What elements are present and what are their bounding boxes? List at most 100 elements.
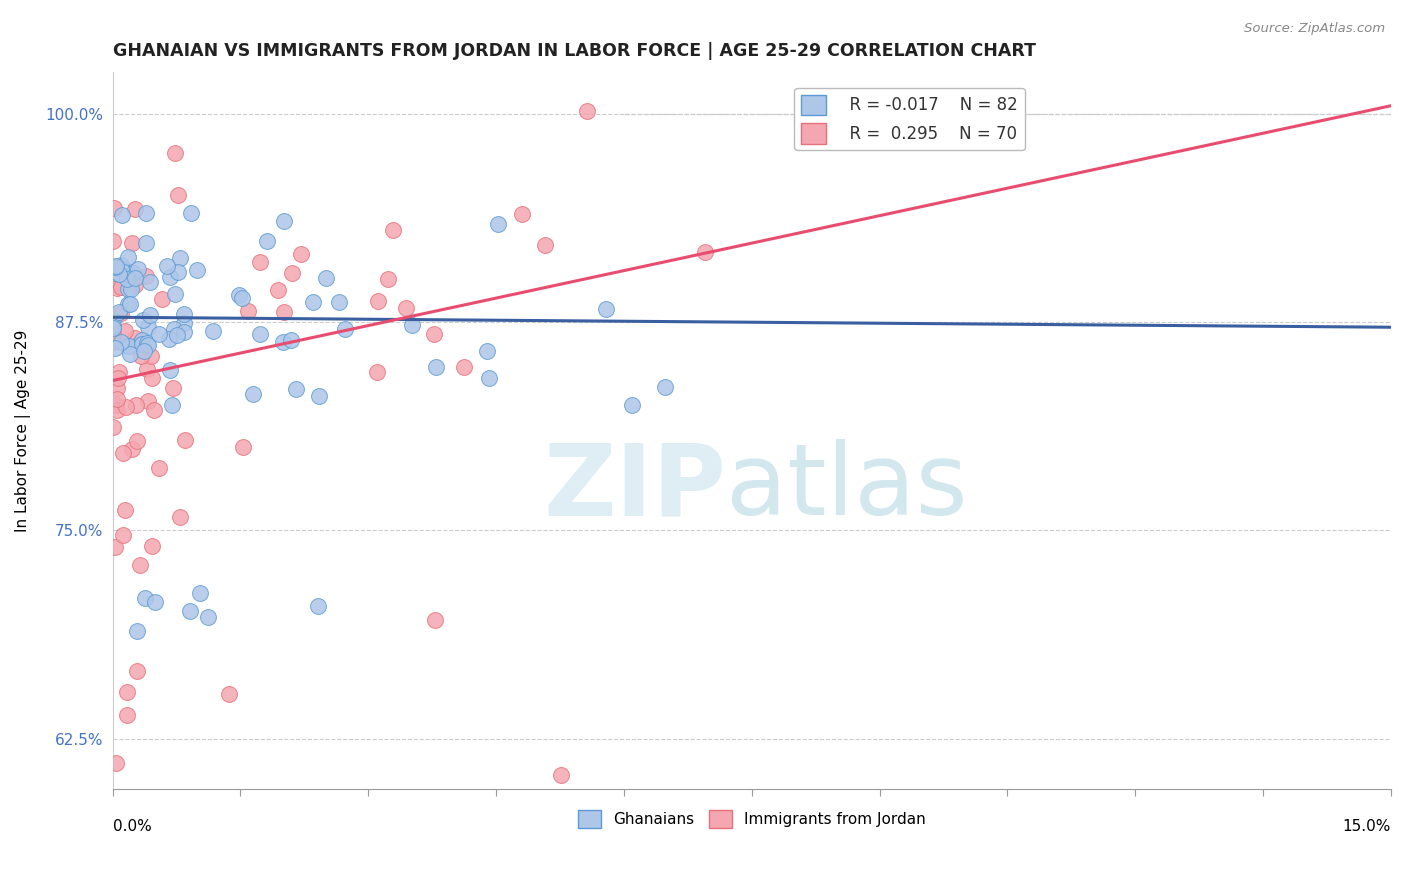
Point — [141, 350, 163, 364]
Point — [115, 272, 138, 286]
Point — [127, 434, 149, 448]
Point — [124, 202, 146, 216]
Point — [148, 460, 170, 475]
Point — [117, 250, 139, 264]
Point — [256, 234, 278, 248]
Point — [575, 103, 598, 118]
Point — [165, 286, 187, 301]
Point — [188, 585, 211, 599]
Point — [105, 756, 128, 771]
Point — [550, 767, 572, 781]
Point — [110, 306, 132, 320]
Point — [281, 267, 304, 281]
Point — [180, 206, 202, 220]
Point — [110, 279, 132, 293]
Point — [103, 419, 125, 434]
Point — [156, 259, 179, 273]
Point — [335, 322, 357, 336]
Legend: Ghanaians, Immigrants from Jordan: Ghanaians, Immigrants from Jordan — [571, 804, 932, 835]
Point — [127, 624, 149, 639]
Point — [105, 398, 128, 412]
Point — [105, 381, 128, 395]
Point — [112, 446, 135, 460]
Point — [101, 313, 124, 327]
Point — [231, 291, 253, 305]
Point — [121, 442, 143, 457]
Point — [232, 440, 254, 454]
Point — [115, 400, 138, 414]
Point — [157, 332, 180, 346]
Point — [131, 336, 153, 351]
Point — [136, 394, 159, 409]
Point — [228, 288, 250, 302]
Point — [267, 283, 290, 297]
Point — [103, 201, 125, 215]
Point — [120, 347, 142, 361]
Point — [136, 337, 159, 351]
Point — [423, 613, 446, 627]
Point — [118, 339, 141, 353]
Point — [169, 251, 191, 265]
Point — [236, 304, 259, 318]
Point — [143, 595, 166, 609]
Point — [395, 301, 418, 316]
Point — [654, 380, 676, 394]
Point — [122, 266, 145, 280]
Point — [124, 331, 146, 345]
Text: atlas: atlas — [727, 439, 967, 536]
Point — [197, 610, 219, 624]
Point — [129, 558, 152, 572]
Text: ZIP: ZIP — [543, 439, 727, 536]
Point — [280, 333, 302, 347]
Point — [101, 320, 124, 334]
Point — [163, 322, 186, 336]
Point — [107, 371, 129, 385]
Point — [101, 234, 124, 248]
Text: 0.0%: 0.0% — [112, 819, 152, 833]
Point — [693, 244, 716, 259]
Point — [117, 339, 139, 353]
Point — [301, 295, 323, 310]
Point — [174, 433, 197, 447]
Point — [108, 365, 131, 379]
Point — [273, 305, 295, 319]
Point — [117, 708, 139, 723]
Point — [135, 206, 157, 220]
Point — [107, 267, 129, 281]
Point — [425, 359, 447, 374]
Point — [218, 687, 240, 701]
Point — [134, 591, 156, 605]
Point — [166, 328, 188, 343]
Point — [242, 386, 264, 401]
Point — [162, 399, 184, 413]
Point — [284, 383, 307, 397]
Point — [110, 258, 132, 272]
Point — [165, 146, 187, 161]
Point — [104, 260, 127, 274]
Point — [132, 312, 155, 326]
Point — [486, 217, 509, 231]
Point — [138, 308, 160, 322]
Point — [315, 270, 337, 285]
Point — [128, 337, 150, 351]
Point — [423, 327, 446, 342]
Point — [117, 684, 139, 698]
Point — [110, 262, 132, 277]
Point — [328, 295, 350, 310]
Point — [273, 214, 295, 228]
Point — [453, 359, 475, 374]
Point — [104, 260, 127, 274]
Text: Source: ZipAtlas.com: Source: ZipAtlas.com — [1244, 22, 1385, 36]
Point — [510, 206, 533, 220]
Point — [150, 293, 173, 307]
Point — [173, 326, 195, 340]
Point — [105, 392, 128, 407]
Point — [173, 317, 195, 331]
Point — [139, 275, 162, 289]
Point — [101, 334, 124, 349]
Point — [366, 365, 388, 379]
Point — [179, 604, 201, 618]
Point — [111, 528, 134, 542]
Point — [162, 381, 184, 395]
Point — [125, 398, 148, 412]
